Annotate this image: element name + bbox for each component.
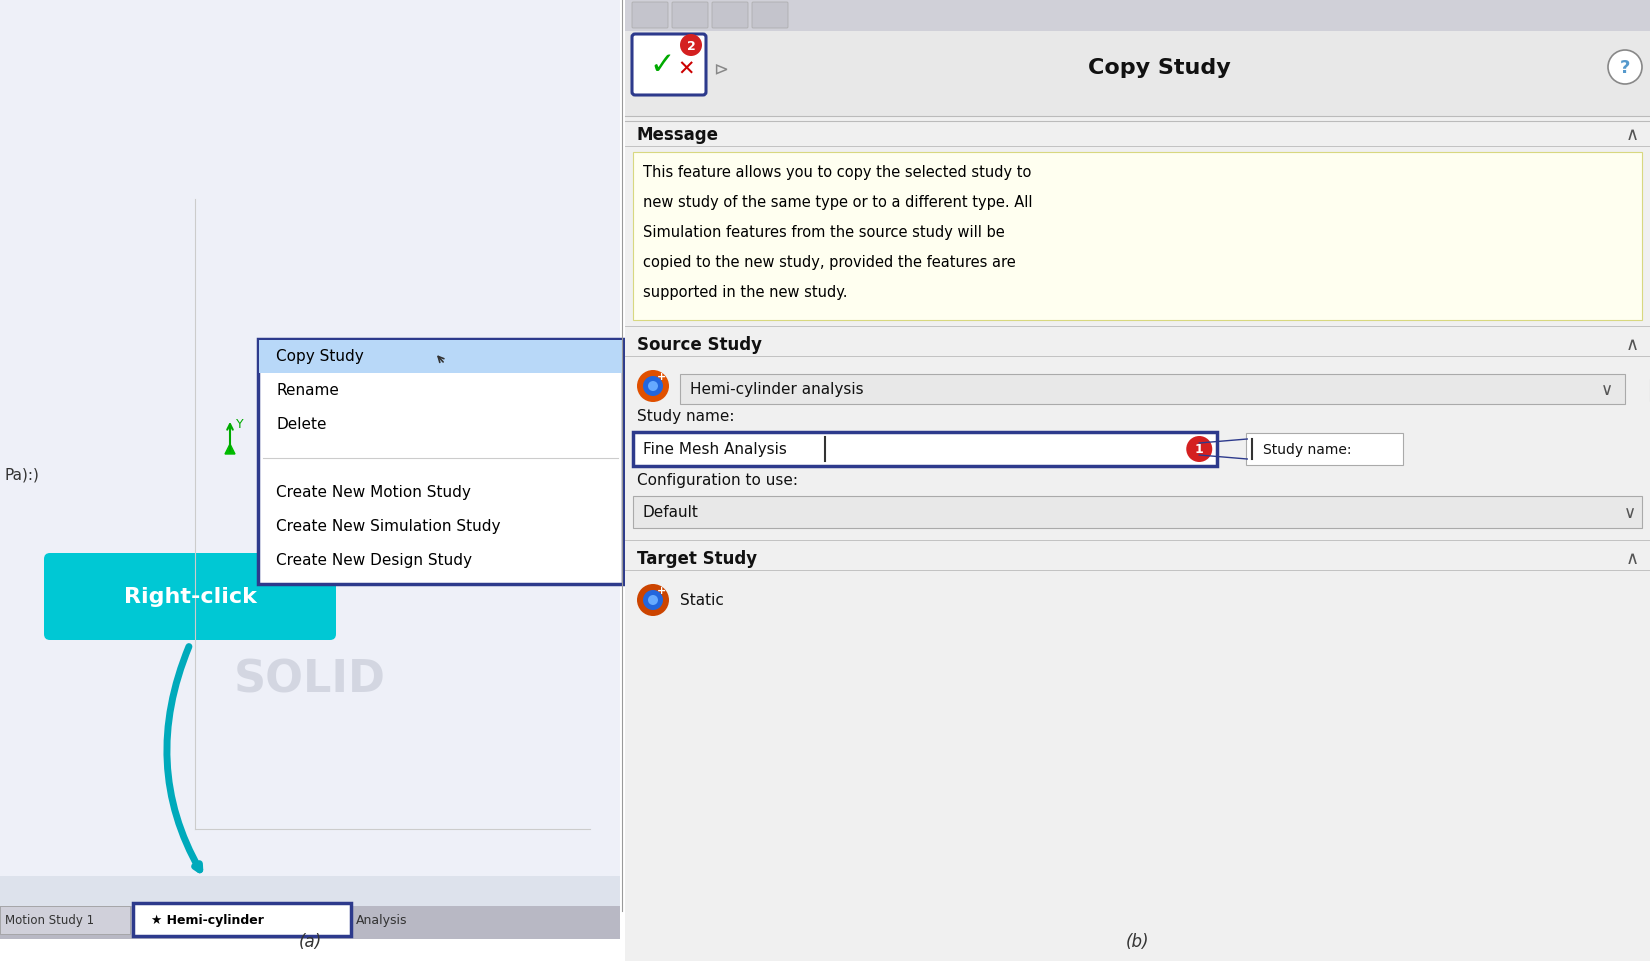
- Circle shape: [1186, 436, 1213, 462]
- Text: Delete: Delete: [276, 417, 327, 432]
- Circle shape: [637, 584, 668, 616]
- Text: ★ Hemi-cylinder: ★ Hemi-cylinder: [152, 914, 264, 926]
- Text: 2: 2: [686, 39, 695, 53]
- Text: ∧: ∧: [1625, 550, 1638, 567]
- FancyBboxPatch shape: [1246, 433, 1402, 465]
- Polygon shape: [224, 445, 234, 455]
- FancyBboxPatch shape: [752, 3, 789, 29]
- Text: +: +: [657, 372, 665, 382]
- Text: This feature allows you to copy the selected study to: This feature allows you to copy the sele…: [644, 165, 1031, 181]
- Text: ∧: ∧: [1625, 335, 1638, 354]
- FancyBboxPatch shape: [672, 3, 708, 29]
- Text: Motion Study 1: Motion Study 1: [5, 914, 94, 926]
- FancyBboxPatch shape: [259, 340, 622, 374]
- Text: Simulation features from the source study will be: Simulation features from the source stud…: [644, 225, 1005, 240]
- Text: Analysis: Analysis: [356, 914, 408, 926]
- Text: Copy Study: Copy Study: [276, 349, 363, 364]
- Text: ∨: ∨: [1600, 381, 1614, 399]
- FancyBboxPatch shape: [0, 906, 130, 934]
- FancyBboxPatch shape: [0, 0, 620, 876]
- FancyBboxPatch shape: [0, 906, 620, 939]
- FancyBboxPatch shape: [625, 0, 1650, 32]
- FancyBboxPatch shape: [632, 3, 668, 29]
- Text: Create New Simulation Study: Create New Simulation Study: [276, 519, 500, 534]
- Text: supported in the new study.: supported in the new study.: [644, 285, 848, 300]
- FancyBboxPatch shape: [634, 153, 1642, 321]
- FancyBboxPatch shape: [45, 554, 337, 640]
- Text: Static: Static: [680, 593, 724, 608]
- Circle shape: [680, 35, 701, 57]
- FancyBboxPatch shape: [625, 32, 1650, 117]
- Text: Rename: Rename: [276, 383, 338, 398]
- Text: new study of the same type or to a different type. All: new study of the same type or to a diffe…: [644, 195, 1033, 210]
- Text: Create New Motion Study: Create New Motion Study: [276, 485, 470, 500]
- Text: Fine Mesh Analysis: Fine Mesh Analysis: [644, 442, 787, 457]
- FancyBboxPatch shape: [0, 0, 620, 911]
- Text: 1: 1: [1195, 443, 1203, 456]
- Text: ∨: ∨: [1624, 504, 1637, 522]
- Text: copied to the new study, provided the features are: copied to the new study, provided the fe…: [644, 256, 1016, 270]
- Text: (a): (a): [299, 932, 322, 950]
- Text: Right-click: Right-click: [124, 587, 256, 606]
- Circle shape: [1609, 51, 1642, 85]
- Text: Y: Y: [236, 418, 244, 431]
- FancyBboxPatch shape: [134, 903, 351, 936]
- Text: +: +: [657, 585, 665, 596]
- Circle shape: [644, 377, 663, 397]
- Circle shape: [648, 382, 658, 391]
- Text: Source Study: Source Study: [637, 335, 762, 354]
- Text: Study name:: Study name:: [637, 409, 734, 424]
- Text: Hemi-cylinder analysis: Hemi-cylinder analysis: [690, 382, 863, 397]
- Text: Message: Message: [637, 126, 719, 144]
- Text: ∧: ∧: [1625, 126, 1638, 144]
- Circle shape: [644, 590, 663, 610]
- Text: Default: Default: [644, 505, 700, 520]
- FancyBboxPatch shape: [257, 339, 624, 584]
- FancyBboxPatch shape: [634, 432, 1218, 466]
- FancyBboxPatch shape: [713, 3, 747, 29]
- Text: (b): (b): [1125, 932, 1150, 950]
- FancyBboxPatch shape: [634, 497, 1642, 529]
- Text: Copy Study: Copy Study: [1087, 58, 1231, 78]
- FancyBboxPatch shape: [632, 35, 706, 96]
- Text: Target Study: Target Study: [637, 550, 757, 567]
- Text: Study name:: Study name:: [1264, 442, 1351, 456]
- Text: ✕: ✕: [676, 60, 695, 80]
- Text: Configuration to use:: Configuration to use:: [637, 473, 799, 488]
- FancyBboxPatch shape: [680, 375, 1625, 405]
- Text: Pa):): Pa):): [3, 467, 40, 482]
- Text: ✓: ✓: [648, 51, 675, 80]
- Text: Create New Design Study: Create New Design Study: [276, 553, 472, 568]
- Text: SOLID: SOLID: [234, 658, 386, 701]
- Circle shape: [648, 596, 658, 605]
- Circle shape: [637, 371, 668, 403]
- FancyBboxPatch shape: [625, 0, 1650, 961]
- Text: ?: ?: [1620, 59, 1630, 77]
- Text: ⊳: ⊳: [713, 61, 728, 79]
